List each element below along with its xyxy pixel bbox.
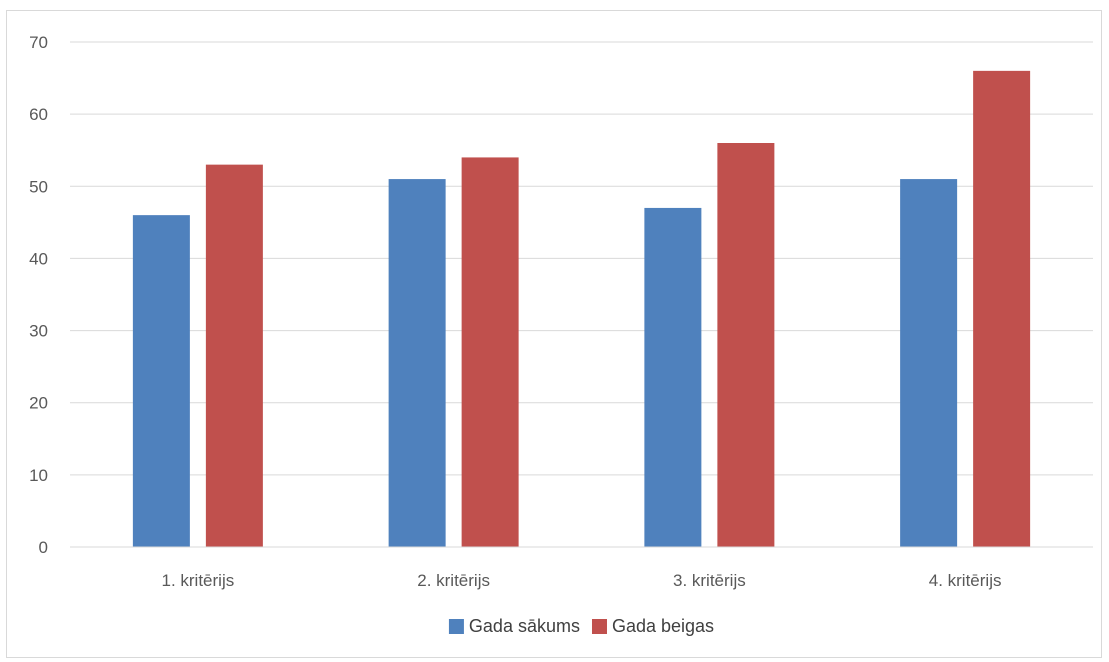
x-tick-label: 2. kritērijs [417, 571, 490, 590]
bar-gada-beigas-2 [461, 157, 519, 547]
bar-gada-sakums-4 [900, 179, 958, 548]
x-tick-label: 1. kritērijs [162, 571, 235, 590]
bar-gada-sakums-2 [388, 179, 446, 548]
y-tick-label: 60 [29, 105, 48, 124]
x-tick-label: 4. kritērijs [929, 571, 1002, 590]
bar-gada-beigas-3 [717, 143, 775, 547]
bar-gada-beigas-1 [205, 164, 263, 547]
bar-gada-sakums-1 [132, 215, 190, 547]
y-tick-label: 40 [29, 249, 48, 268]
y-tick-label: 30 [29, 322, 48, 341]
axes: 0 10 20 30 40 50 60 70 1. kritērijs 2. kritērijs 3… [29, 33, 1093, 590]
bars [132, 70, 1031, 548]
legend: Gada sākums Gada beigas [448, 616, 714, 636]
legend-swatch-gada-beigas [591, 619, 607, 634]
x-tick-label: 3. kritērijs [673, 571, 746, 590]
legend-swatch-gada-sakums [448, 619, 464, 634]
y-tick-label: 70 [29, 33, 48, 52]
legend-label-gada-sakums: Gada sākums [469, 616, 580, 636]
y-tick-label: 10 [29, 466, 48, 485]
y-tick-label: 0 [39, 538, 48, 557]
y-tick-label: 50 [29, 177, 48, 196]
bar-gada-beigas-4 [973, 70, 1031, 547]
y-tick-label: 20 [29, 394, 48, 413]
bar-gada-sakums-3 [644, 207, 702, 547]
legend-label-gada-beigas: Gada beigas [612, 616, 714, 636]
